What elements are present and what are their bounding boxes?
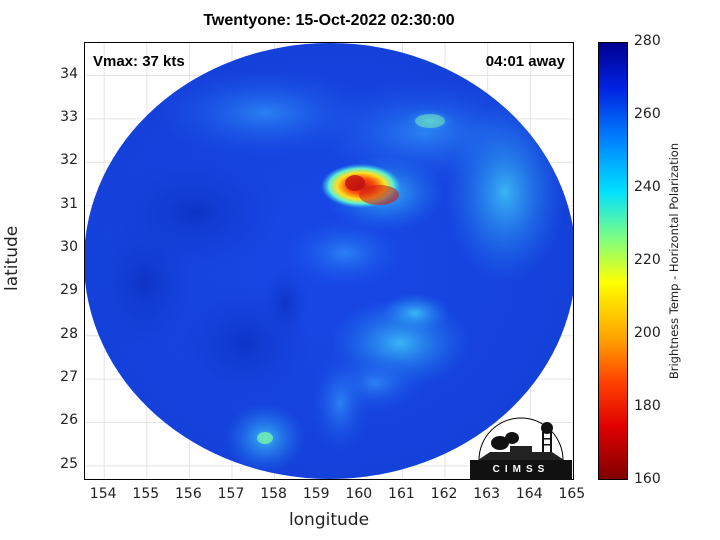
colorbar-label: Brightness Temp - Horizontal Polarizatio… — [667, 142, 681, 380]
y-tick-label: 28 — [60, 325, 78, 342]
chart-title: Twentyone: 15-Oct-2022 02:30:00 — [203, 12, 455, 29]
cimss-logo: CIMSS — [470, 408, 572, 503]
y-tick-label: 31 — [60, 195, 78, 212]
x-tick-label: 157 — [217, 486, 245, 502]
colorbar-tick-label: 200 — [634, 325, 661, 341]
x-tick-label: 156 — [175, 486, 202, 502]
x-tick-label: 165 — [558, 486, 586, 502]
logo-text: CIMSS — [492, 464, 550, 475]
x-axis-label: longitude — [288, 510, 370, 530]
y-tick-label: 34 — [60, 65, 78, 82]
y-tick-label: 26 — [60, 412, 78, 429]
colorbar-tick-label: 180 — [634, 398, 661, 414]
map-plot-area: Vmax: 37 kts 04:01 away — [84, 42, 574, 480]
colorbar — [598, 42, 628, 480]
x-tick-label: 158 — [260, 486, 287, 502]
colorbar-tick-label: 260 — [634, 106, 661, 122]
y-tick-label: 29 — [60, 282, 78, 299]
x-tick-label: 161 — [388, 486, 415, 502]
x-tick-label: 159 — [302, 486, 330, 502]
x-tick-label: 163 — [473, 486, 500, 502]
away-label: 04:01 away — [485, 53, 565, 70]
x-tick-label: 155 — [132, 486, 160, 502]
y-tick-label: 32 — [60, 152, 78, 169]
y-tick-label: 25 — [60, 455, 78, 472]
y-tick-label: 33 — [60, 108, 78, 125]
swath-disc — [85, 43, 573, 479]
x-tick-label: 160 — [345, 486, 373, 502]
colorbar-tick-label: 280 — [634, 33, 661, 49]
y-axis-label: latitude — [2, 225, 22, 291]
y-tick-label: 30 — [60, 238, 78, 255]
colorbar-tick-label: 240 — [634, 179, 661, 195]
colorbar-tick-label: 160 — [634, 471, 661, 487]
x-tick-label: 164 — [515, 486, 543, 502]
y-tick-label: 27 — [60, 369, 78, 386]
vmax-label: Vmax: 37 kts — [93, 53, 185, 70]
x-tick-label: 154 — [89, 486, 117, 502]
colorbar-tick-label: 220 — [634, 252, 661, 268]
x-tick-label: 162 — [430, 486, 458, 502]
brightness-temp-map — [85, 43, 573, 479]
